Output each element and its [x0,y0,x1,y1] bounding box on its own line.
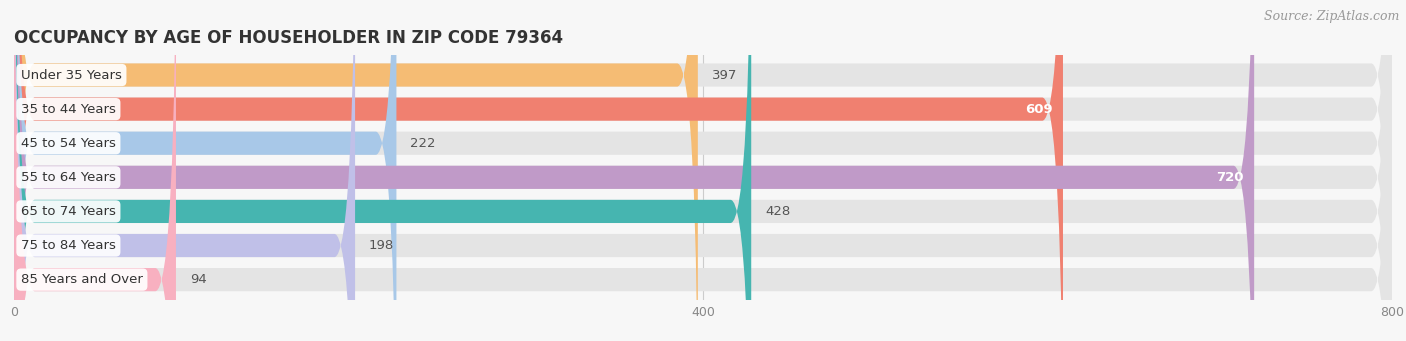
FancyBboxPatch shape [14,0,396,341]
Text: 397: 397 [711,69,737,81]
Text: 720: 720 [1216,171,1244,184]
Text: Source: ZipAtlas.com: Source: ZipAtlas.com [1264,10,1399,23]
FancyBboxPatch shape [14,0,1063,341]
Text: 94: 94 [190,273,207,286]
FancyBboxPatch shape [14,0,176,341]
FancyBboxPatch shape [14,0,1392,341]
FancyBboxPatch shape [14,0,1392,341]
FancyBboxPatch shape [14,0,1392,341]
FancyBboxPatch shape [14,0,1392,341]
Text: Under 35 Years: Under 35 Years [21,69,122,81]
FancyBboxPatch shape [14,0,751,341]
FancyBboxPatch shape [14,0,697,341]
Text: 198: 198 [368,239,394,252]
Text: 45 to 54 Years: 45 to 54 Years [21,137,115,150]
FancyBboxPatch shape [14,0,356,341]
Text: 428: 428 [765,205,790,218]
FancyBboxPatch shape [14,0,1392,341]
Text: 85 Years and Over: 85 Years and Over [21,273,143,286]
Text: 65 to 74 Years: 65 to 74 Years [21,205,115,218]
Text: 222: 222 [411,137,436,150]
FancyBboxPatch shape [14,0,1392,341]
Text: 55 to 64 Years: 55 to 64 Years [21,171,115,184]
Text: 35 to 44 Years: 35 to 44 Years [21,103,115,116]
Text: 75 to 84 Years: 75 to 84 Years [21,239,115,252]
FancyBboxPatch shape [14,0,1392,341]
FancyBboxPatch shape [14,0,1254,341]
Text: 609: 609 [1025,103,1053,116]
Text: OCCUPANCY BY AGE OF HOUSEHOLDER IN ZIP CODE 79364: OCCUPANCY BY AGE OF HOUSEHOLDER IN ZIP C… [14,29,564,47]
